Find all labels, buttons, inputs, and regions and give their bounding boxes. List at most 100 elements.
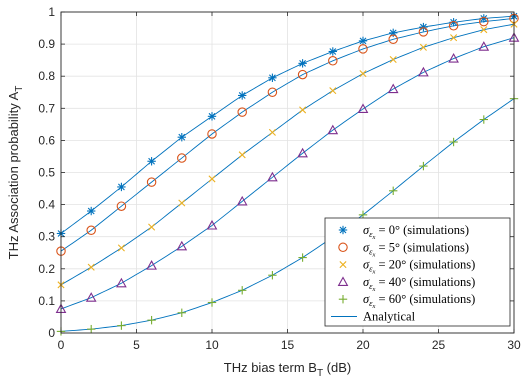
data-point-2-7 (268, 128, 276, 136)
data-point-1-6 (237, 107, 247, 117)
data-point-0-12 (419, 22, 428, 32)
data-point-4-5 (207, 298, 217, 307)
data-point-4-1 (87, 324, 96, 334)
data-point-2-5 (208, 175, 216, 183)
legend-marker-3 (337, 276, 349, 286)
data-point-0-4 (177, 132, 186, 142)
legend-label-1: σεx = 5° (simulations) (363, 240, 469, 258)
data-point-3-3 (146, 260, 157, 270)
data-point-2-8 (299, 106, 307, 114)
legend-label-3: σεx = 40° (simulations) (363, 275, 475, 293)
y-tick-label: 0.6 (38, 133, 55, 147)
legend-sigma-subsub: x (372, 303, 376, 310)
x-tick-label: 30 (507, 338, 521, 352)
y-tick-label: 0 (48, 326, 55, 340)
data-point-0-10 (358, 36, 368, 46)
data-point-0-6 (238, 91, 247, 100)
data-point-2-4 (178, 199, 186, 207)
data-point-1-8 (297, 69, 308, 80)
legend-eq: = 0° (simulations) (375, 223, 469, 237)
legend-sigma-subsub: x (372, 269, 376, 276)
y-tick-label: 0.7 (38, 101, 55, 115)
data-point-4-12 (419, 161, 428, 171)
legend-sigma: σ (363, 275, 370, 289)
data-point-4-3 (147, 315, 156, 325)
legend-sigma: σ (363, 258, 370, 272)
data-point-2-14 (480, 26, 488, 34)
legend-sigma-subsub: x (372, 251, 376, 258)
data-point-2-12 (419, 43, 427, 51)
chart-legend: σεx = 0° (simulations)σεx = 5° (simulati… (324, 217, 511, 327)
x-axis-title-unit: (dB) (323, 360, 351, 375)
data-point-3-9 (327, 124, 339, 135)
legend-marker-1 (338, 242, 348, 253)
legend-eq: = 20° (simulations) (375, 258, 475, 272)
legend-sigma: σ (363, 223, 370, 237)
legend-marker-0 (338, 225, 348, 235)
data-point-3-11 (387, 83, 399, 94)
data-point-4-11 (389, 186, 398, 195)
y-axis-title: THz Association probability AT (6, 86, 25, 260)
data-point-3-4 (176, 240, 188, 251)
data-point-2-1 (87, 263, 95, 271)
data-point-3-5 (206, 219, 218, 230)
data-point-4-14 (479, 115, 488, 124)
legend-sigma: σ (363, 240, 370, 254)
x-tick-label: 15 (281, 338, 295, 352)
data-point-1-4 (177, 153, 187, 163)
y-axis-title-sub: T (14, 86, 25, 92)
data-point-0-1 (87, 206, 96, 216)
legend-eq: = 40° (simulations) (375, 275, 475, 289)
legend-sigma-subsub: x (372, 234, 376, 241)
data-point-1-13 (448, 21, 459, 31)
data-point-2-11 (389, 55, 397, 64)
y-tick-label: 0.4 (38, 198, 55, 212)
data-point-0-7 (268, 73, 277, 83)
data-point-3-2 (116, 277, 127, 288)
legend-sigma-sub: ε (369, 246, 373, 256)
axis-title-layer: THz bias term BT (dB) THz Association pro… (6, 86, 351, 377)
data-point-1-1 (86, 225, 96, 236)
y-tick-label: 0.2 (38, 262, 55, 276)
analytical-line-1 (60, 17, 515, 252)
x-tick-label: 0 (58, 338, 65, 352)
x-tick-label: 25 (432, 338, 446, 352)
y-tick-label: 0.1 (38, 294, 55, 308)
data-point-3-7 (267, 171, 278, 182)
data-point-4-7 (268, 271, 277, 280)
data-point-4-6 (238, 286, 247, 295)
data-point-0-11 (389, 28, 398, 38)
data-point-2-9 (329, 87, 337, 95)
legend-marker-2 (339, 261, 347, 269)
data-point-1-14 (479, 16, 489, 27)
legend-sigma-subsub: x (372, 286, 376, 293)
legend-sigma-sub: ε (369, 281, 373, 291)
legend-eq: = 5° (simulations) (375, 240, 469, 254)
legend-box (324, 217, 511, 327)
data-point-0-9 (328, 47, 337, 56)
data-point-2-13 (450, 34, 458, 42)
data-point-4-4 (177, 308, 186, 317)
analytical-line-0 (60, 15, 515, 234)
data-point-3-14 (478, 41, 490, 51)
data-point-0-3 (147, 157, 156, 166)
legend-label-4: σεx = 60° (simulations) (363, 292, 475, 310)
data-point-1-5 (207, 129, 217, 139)
analytical-line-4 (60, 98, 515, 332)
legend-eq: = 60° (simulations) (375, 292, 475, 306)
analytical-line-2 (60, 23, 515, 286)
data-point-1-2 (116, 201, 127, 211)
tick-layer: 0 5 10 15 20 25 30 0 0.1 0.2 0.3 0.4 0.5 0.6 0.7 0.8 0.9… (38, 5, 521, 352)
x-tick-label: 20 (356, 338, 370, 352)
x-axis-title: THz bias term BT (dB) (224, 360, 351, 377)
y-tick-label: 0.9 (38, 37, 55, 51)
legend-sigma-sub: ε (369, 229, 373, 239)
data-point-4-13 (449, 137, 458, 147)
legend-marker-4 (338, 295, 348, 304)
data-point-2-2 (117, 244, 125, 252)
data-point-3-6 (236, 195, 248, 206)
x-axis-title-sub: T (317, 368, 323, 377)
data-point-2-3 (148, 223, 156, 231)
x-tick-label: 10 (205, 338, 219, 352)
